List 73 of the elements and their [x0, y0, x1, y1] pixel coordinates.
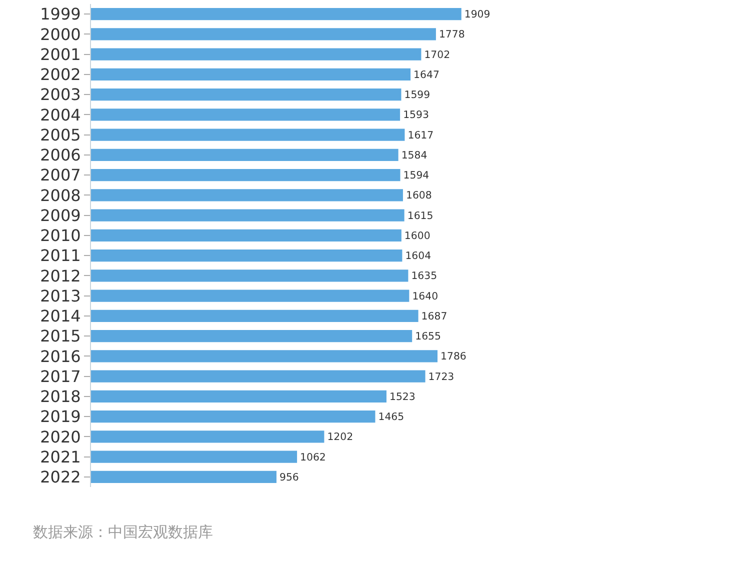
bar — [91, 390, 386, 402]
y-tick-label: 2021 — [40, 447, 81, 466]
data-label: 1584 — [401, 150, 428, 162]
y-tick-label: 2010 — [40, 226, 81, 246]
bar — [91, 8, 462, 20]
data-label: 1599 — [404, 90, 430, 102]
y-tick-label: 2020 — [40, 427, 81, 446]
y-tick-label: 2016 — [40, 346, 81, 366]
data-label: 1593 — [403, 110, 429, 122]
y-tick-label: 2001 — [40, 44, 81, 64]
bar — [91, 28, 436, 40]
data-label: 1594 — [403, 170, 430, 182]
y-tick-label: 2015 — [40, 326, 81, 346]
bar — [91, 48, 422, 60]
bar — [91, 370, 426, 382]
data-label: 1615 — [407, 210, 434, 222]
data-label: 1604 — [405, 251, 432, 262]
y-tick-label: 1999 — [40, 4, 81, 24]
y-tick-label: 2002 — [40, 65, 81, 84]
bar — [91, 88, 402, 101]
bar — [91, 350, 438, 362]
data-label: 1062 — [300, 452, 326, 464]
bar — [91, 410, 376, 423]
y-tick-label: 2007 — [40, 166, 81, 185]
bar — [91, 148, 398, 161]
bar — [91, 270, 408, 282]
y-tick-label: 2017 — [40, 366, 81, 386]
data-label: 1687 — [421, 311, 448, 322]
y-tick-label: 2005 — [40, 125, 81, 144]
bar — [91, 330, 412, 342]
bar — [91, 310, 418, 322]
bar — [91, 430, 324, 443]
bar — [91, 290, 410, 302]
data-label: 1786 — [440, 352, 466, 363]
data-label: 1523 — [389, 392, 416, 403]
data-label: 1202 — [327, 432, 354, 444]
bar — [91, 229, 402, 242]
data-label: 1640 — [412, 291, 438, 302]
y-tick-label: 2013 — [40, 286, 81, 306]
data-label: 1600 — [404, 230, 430, 242]
y-tick-label: 2018 — [40, 387, 81, 406]
data-label: 1655 — [415, 332, 441, 343]
y-tick-label: 2012 — [40, 266, 81, 286]
bar — [91, 209, 404, 222]
bar — [91, 450, 298, 463]
source-note: 数据来源：中国宏观数据库 — [33, 523, 213, 541]
y-tick-label: 2000 — [40, 24, 81, 44]
y-tick-label: 2003 — [40, 85, 81, 104]
bar — [91, 250, 402, 262]
data-label: 1723 — [428, 372, 454, 383]
bar — [91, 108, 400, 121]
data-label: 956 — [279, 472, 299, 484]
bar — [91, 189, 403, 202]
bar — [91, 470, 276, 483]
data-label: 1702 — [424, 50, 450, 61]
y-tick-label: 2019 — [40, 407, 81, 426]
y-tick-label: 2022 — [40, 468, 81, 487]
data-label: 1778 — [438, 30, 465, 41]
y-tick-label: 2006 — [40, 146, 81, 165]
y-tick-label: 2004 — [40, 105, 81, 124]
data-label: 1647 — [414, 70, 440, 81]
data-label: 1909 — [464, 10, 490, 21]
y-tick-label: 2009 — [40, 206, 81, 225]
y-tick-label: 2014 — [40, 306, 81, 326]
y-tick-label: 2008 — [40, 186, 81, 205]
bar — [91, 68, 411, 80]
data-label: 1608 — [406, 190, 432, 202]
data-label: 1617 — [408, 130, 434, 142]
data-label: 1465 — [378, 412, 404, 424]
y-tick-label: 2011 — [40, 246, 81, 266]
data-label: 1635 — [411, 271, 438, 282]
bar — [91, 169, 400, 182]
bar — [91, 128, 405, 141]
